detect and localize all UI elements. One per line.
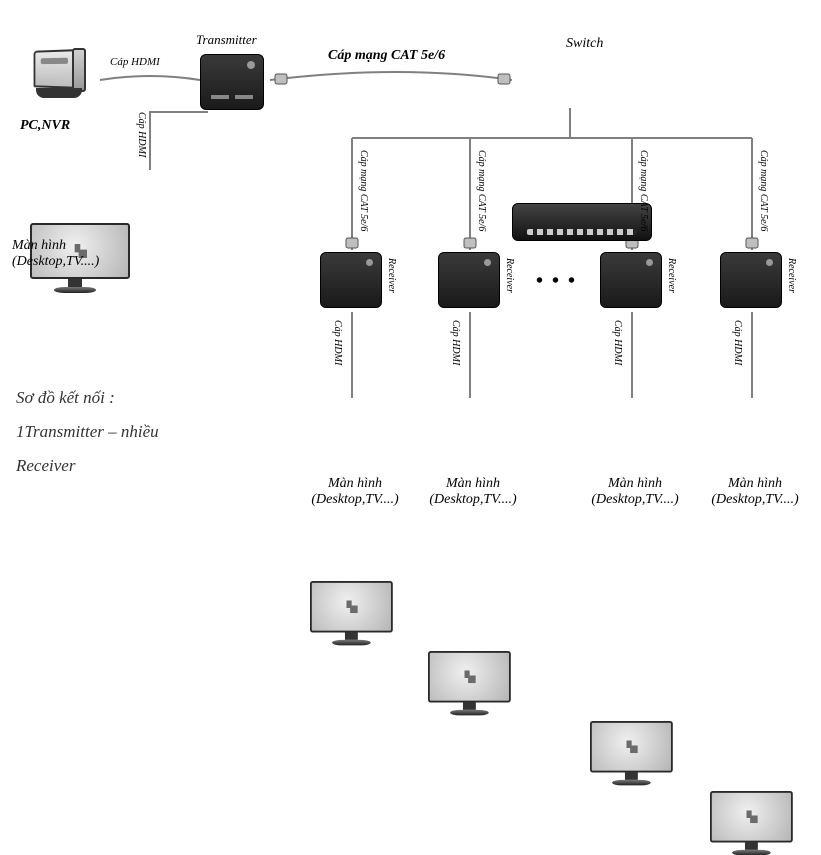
- out-mon-1-l1: Màn hình: [300, 476, 410, 492]
- device-transmitter: [200, 54, 264, 110]
- out-mon-4-l1: Màn hình: [700, 476, 810, 492]
- out-mon-1-l2: (Desktop,TV....): [300, 492, 410, 508]
- out-mon-2-l1: Màn hình: [418, 476, 528, 492]
- output-monitor-caption-4: Màn hình (Desktop,TV....): [700, 476, 810, 508]
- device-pc-nvr: [26, 38, 96, 103]
- title-line-3: Receiver: [16, 456, 159, 476]
- local-monitor-caption-2: (Desktop,TV....): [12, 254, 99, 270]
- out-mon-3-l2: (Desktop,TV....): [580, 492, 690, 508]
- device-output-monitor-2: [428, 651, 511, 715]
- switch-label: Switch: [566, 36, 603, 52]
- device-switch: [512, 203, 652, 241]
- pc-label: PC,NVR: [20, 118, 70, 134]
- local-monitor-caption: Màn hình (Desktop,TV....): [12, 238, 99, 270]
- transmitter-label: Transmitter: [196, 32, 257, 48]
- local-monitor-caption-1: Màn hình: [12, 238, 99, 254]
- out-mon-2-l2: (Desktop,TV....): [418, 492, 528, 508]
- title-line-1: Sơ đồ kết nối :: [16, 388, 159, 408]
- device-output-monitor-1: [310, 581, 393, 645]
- device-receiver-3: [600, 252, 662, 308]
- cable-label-hdmi-rx-1: Cáp HDMI: [332, 320, 343, 365]
- cable-label-hdmi-rx-3: Cáp HDMI: [612, 320, 623, 365]
- cable-label-hdmi-rx-2: Cáp HDMI: [450, 320, 461, 365]
- cable-label-cat-rx-1: Cáp mạng CAT 5e/6: [358, 150, 369, 231]
- cable-label-hdmi-tx-monitor: Cáp HDMI: [136, 112, 147, 157]
- title-line-2: 1Transmitter – nhiều: [16, 422, 159, 442]
- cable-label-cat-rx-3: Cáp mạng CAT 5e/6: [638, 150, 649, 231]
- cable-label-cat-rx-2: Cáp mạng CAT 5e/6: [476, 150, 487, 231]
- receivers-ellipsis: • • •: [536, 270, 577, 293]
- device-receiver-1: [320, 252, 382, 308]
- receiver-label-2: Receiver: [504, 258, 515, 293]
- cable-label-hdmi-pc-tx: Cáp HDMI: [110, 56, 160, 68]
- device-output-monitor-3: [590, 721, 673, 785]
- cable-label-cat-tx-switch: Cáp mạng CAT 5e/6: [328, 48, 445, 64]
- receiver-label-4: Receiver: [786, 258, 797, 293]
- out-mon-4-l2: (Desktop,TV....): [700, 492, 810, 508]
- output-monitor-caption-1: Màn hình (Desktop,TV....): [300, 476, 410, 508]
- receiver-label-3: Receiver: [666, 258, 677, 293]
- diagram-title: Sơ đồ kết nối : 1Transmitter – nhiều Rec…: [16, 388, 159, 476]
- device-receiver-4: [720, 252, 782, 308]
- cable-label-hdmi-rx-4: Cáp HDMI: [732, 320, 743, 365]
- device-receiver-2: [438, 252, 500, 308]
- output-monitor-caption-2: Màn hình (Desktop,TV....): [418, 476, 528, 508]
- cable-label-cat-rx-4: Cáp mạng CAT 5e/6: [758, 150, 769, 231]
- output-monitor-caption-3: Màn hình (Desktop,TV....): [580, 476, 690, 508]
- receiver-label-1: Receiver: [386, 258, 397, 293]
- out-mon-3-l1: Màn hình: [580, 476, 690, 492]
- device-output-monitor-4: [710, 791, 793, 855]
